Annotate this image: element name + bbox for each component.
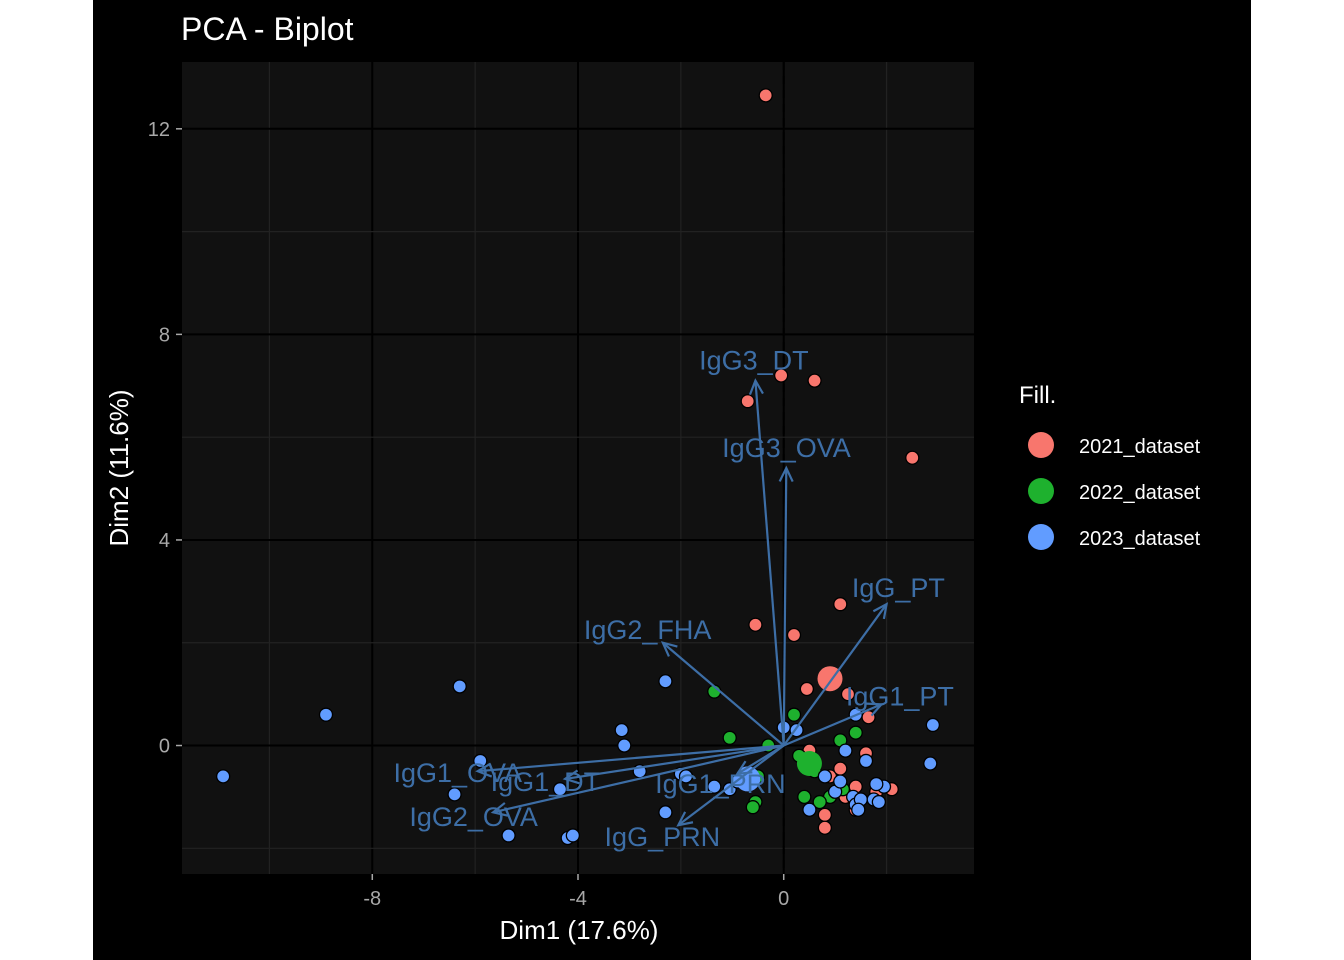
variable-arrow (782, 467, 788, 746)
data-point (851, 802, 866, 817)
chart-canvas: PCA - Biplot -8 -4 0 0 4 8 12 IgG3_DT IgG3_OVA I… (93, 0, 1251, 960)
data-point (658, 674, 673, 689)
data-point (452, 679, 467, 694)
data-point (871, 794, 887, 810)
legend: Fill. 2021_dataset 2022_dataset 2023_datas… (1019, 382, 1201, 550)
data-point (817, 820, 833, 835)
data-point (748, 617, 763, 632)
data-point (215, 769, 231, 784)
variable-arrow (492, 744, 784, 814)
variable-label: IgG1_PRN (655, 769, 786, 799)
axes: -8 -4 0 0 4 8 12 (148, 119, 790, 910)
variable-arrows (475, 378, 889, 827)
data-point (552, 782, 568, 797)
data-point (838, 743, 853, 758)
chart-title: PCA - Biplot (181, 11, 354, 47)
data-point (447, 787, 462, 802)
variable-labels: IgG3_DT IgG3_OVA IgG_PT IgG2_FHA IgG1_PT IgG1… (393, 346, 953, 853)
variable-arrow (782, 603, 888, 747)
legend-label: 2023_dataset (1079, 528, 1201, 550)
y-axis-title: Dim2 (11.6%) (104, 389, 134, 546)
data-point (923, 756, 938, 771)
variable-label: IgG1_OVA (393, 758, 522, 788)
arrow-head (475, 762, 493, 778)
data-point (773, 368, 789, 383)
variable-arrow (662, 641, 785, 747)
variable-arrow (564, 744, 784, 781)
legend-key (1028, 478, 1054, 504)
arrow-head (490, 802, 509, 817)
data-point (812, 794, 827, 810)
data-point (797, 789, 812, 805)
variable-arrow (477, 744, 784, 773)
legend-label: 2021_dataset (1079, 436, 1201, 458)
data-point (786, 627, 802, 643)
y-tick-label: 4 (159, 530, 170, 552)
data-point (848, 725, 863, 740)
variable-arrow (783, 703, 882, 747)
variable-label: IgG_PRN (605, 822, 721, 852)
variable-arrow (677, 744, 785, 827)
variable-label: IgG3_DT (699, 346, 809, 376)
data-point (678, 769, 694, 784)
data-point (501, 828, 516, 843)
variable-label: IgG_PT (852, 573, 945, 603)
data-point (858, 753, 874, 769)
data-point (473, 753, 488, 769)
x-axis-title: Dim1 (17.6%) (500, 915, 659, 945)
x-tick-label: -4 (569, 888, 587, 910)
variable-label: IgG2_OVA (409, 802, 538, 832)
data-point (833, 761, 848, 776)
variable-arrow (754, 380, 785, 746)
data-point (799, 681, 815, 697)
data-point (658, 805, 673, 820)
variable-label: IgG1_DT (491, 767, 601, 797)
arrow-head (660, 641, 678, 657)
data-point (786, 707, 802, 722)
data-point (740, 394, 755, 409)
data-point (614, 722, 629, 738)
data-point (869, 776, 884, 792)
y-tick-label: 12 (148, 119, 170, 141)
data-point (722, 730, 737, 745)
data-point (833, 597, 848, 612)
arrow-head (562, 769, 580, 785)
legend-key (1028, 524, 1054, 550)
arrow-head (748, 378, 764, 396)
data-point (840, 686, 856, 702)
data-point (758, 88, 773, 103)
y-tick-label: 0 (159, 736, 170, 758)
data-point (905, 450, 920, 465)
data-point (707, 779, 722, 794)
y-tick-label: 8 (159, 324, 170, 346)
x-tick-label: 0 (778, 888, 789, 910)
data-point (817, 769, 833, 784)
legend-title: Fill. (1019, 382, 1056, 409)
data-point (802, 802, 817, 817)
group-centroid (796, 751, 822, 777)
x-tick-label: -8 (363, 888, 381, 910)
data-point (565, 828, 581, 843)
data-point (745, 800, 761, 815)
variable-label: IgG3_OVA (722, 433, 851, 463)
arrow-head (778, 465, 794, 483)
variable-label: IgG2_FHA (584, 615, 712, 645)
data-point (617, 738, 632, 753)
arrow-head (872, 602, 889, 620)
grid-lines (182, 62, 974, 874)
data-points (215, 88, 941, 846)
data-point (807, 373, 822, 388)
data-point (318, 707, 334, 722)
arrow-head (866, 702, 884, 717)
arrow-head (676, 811, 694, 827)
data-point (817, 807, 833, 823)
legend-label: 2022_dataset (1079, 482, 1201, 504)
legend-key (1028, 432, 1054, 458)
data-point (833, 774, 848, 789)
variable-label: IgG1_PT (846, 682, 954, 712)
data-point (925, 717, 941, 733)
